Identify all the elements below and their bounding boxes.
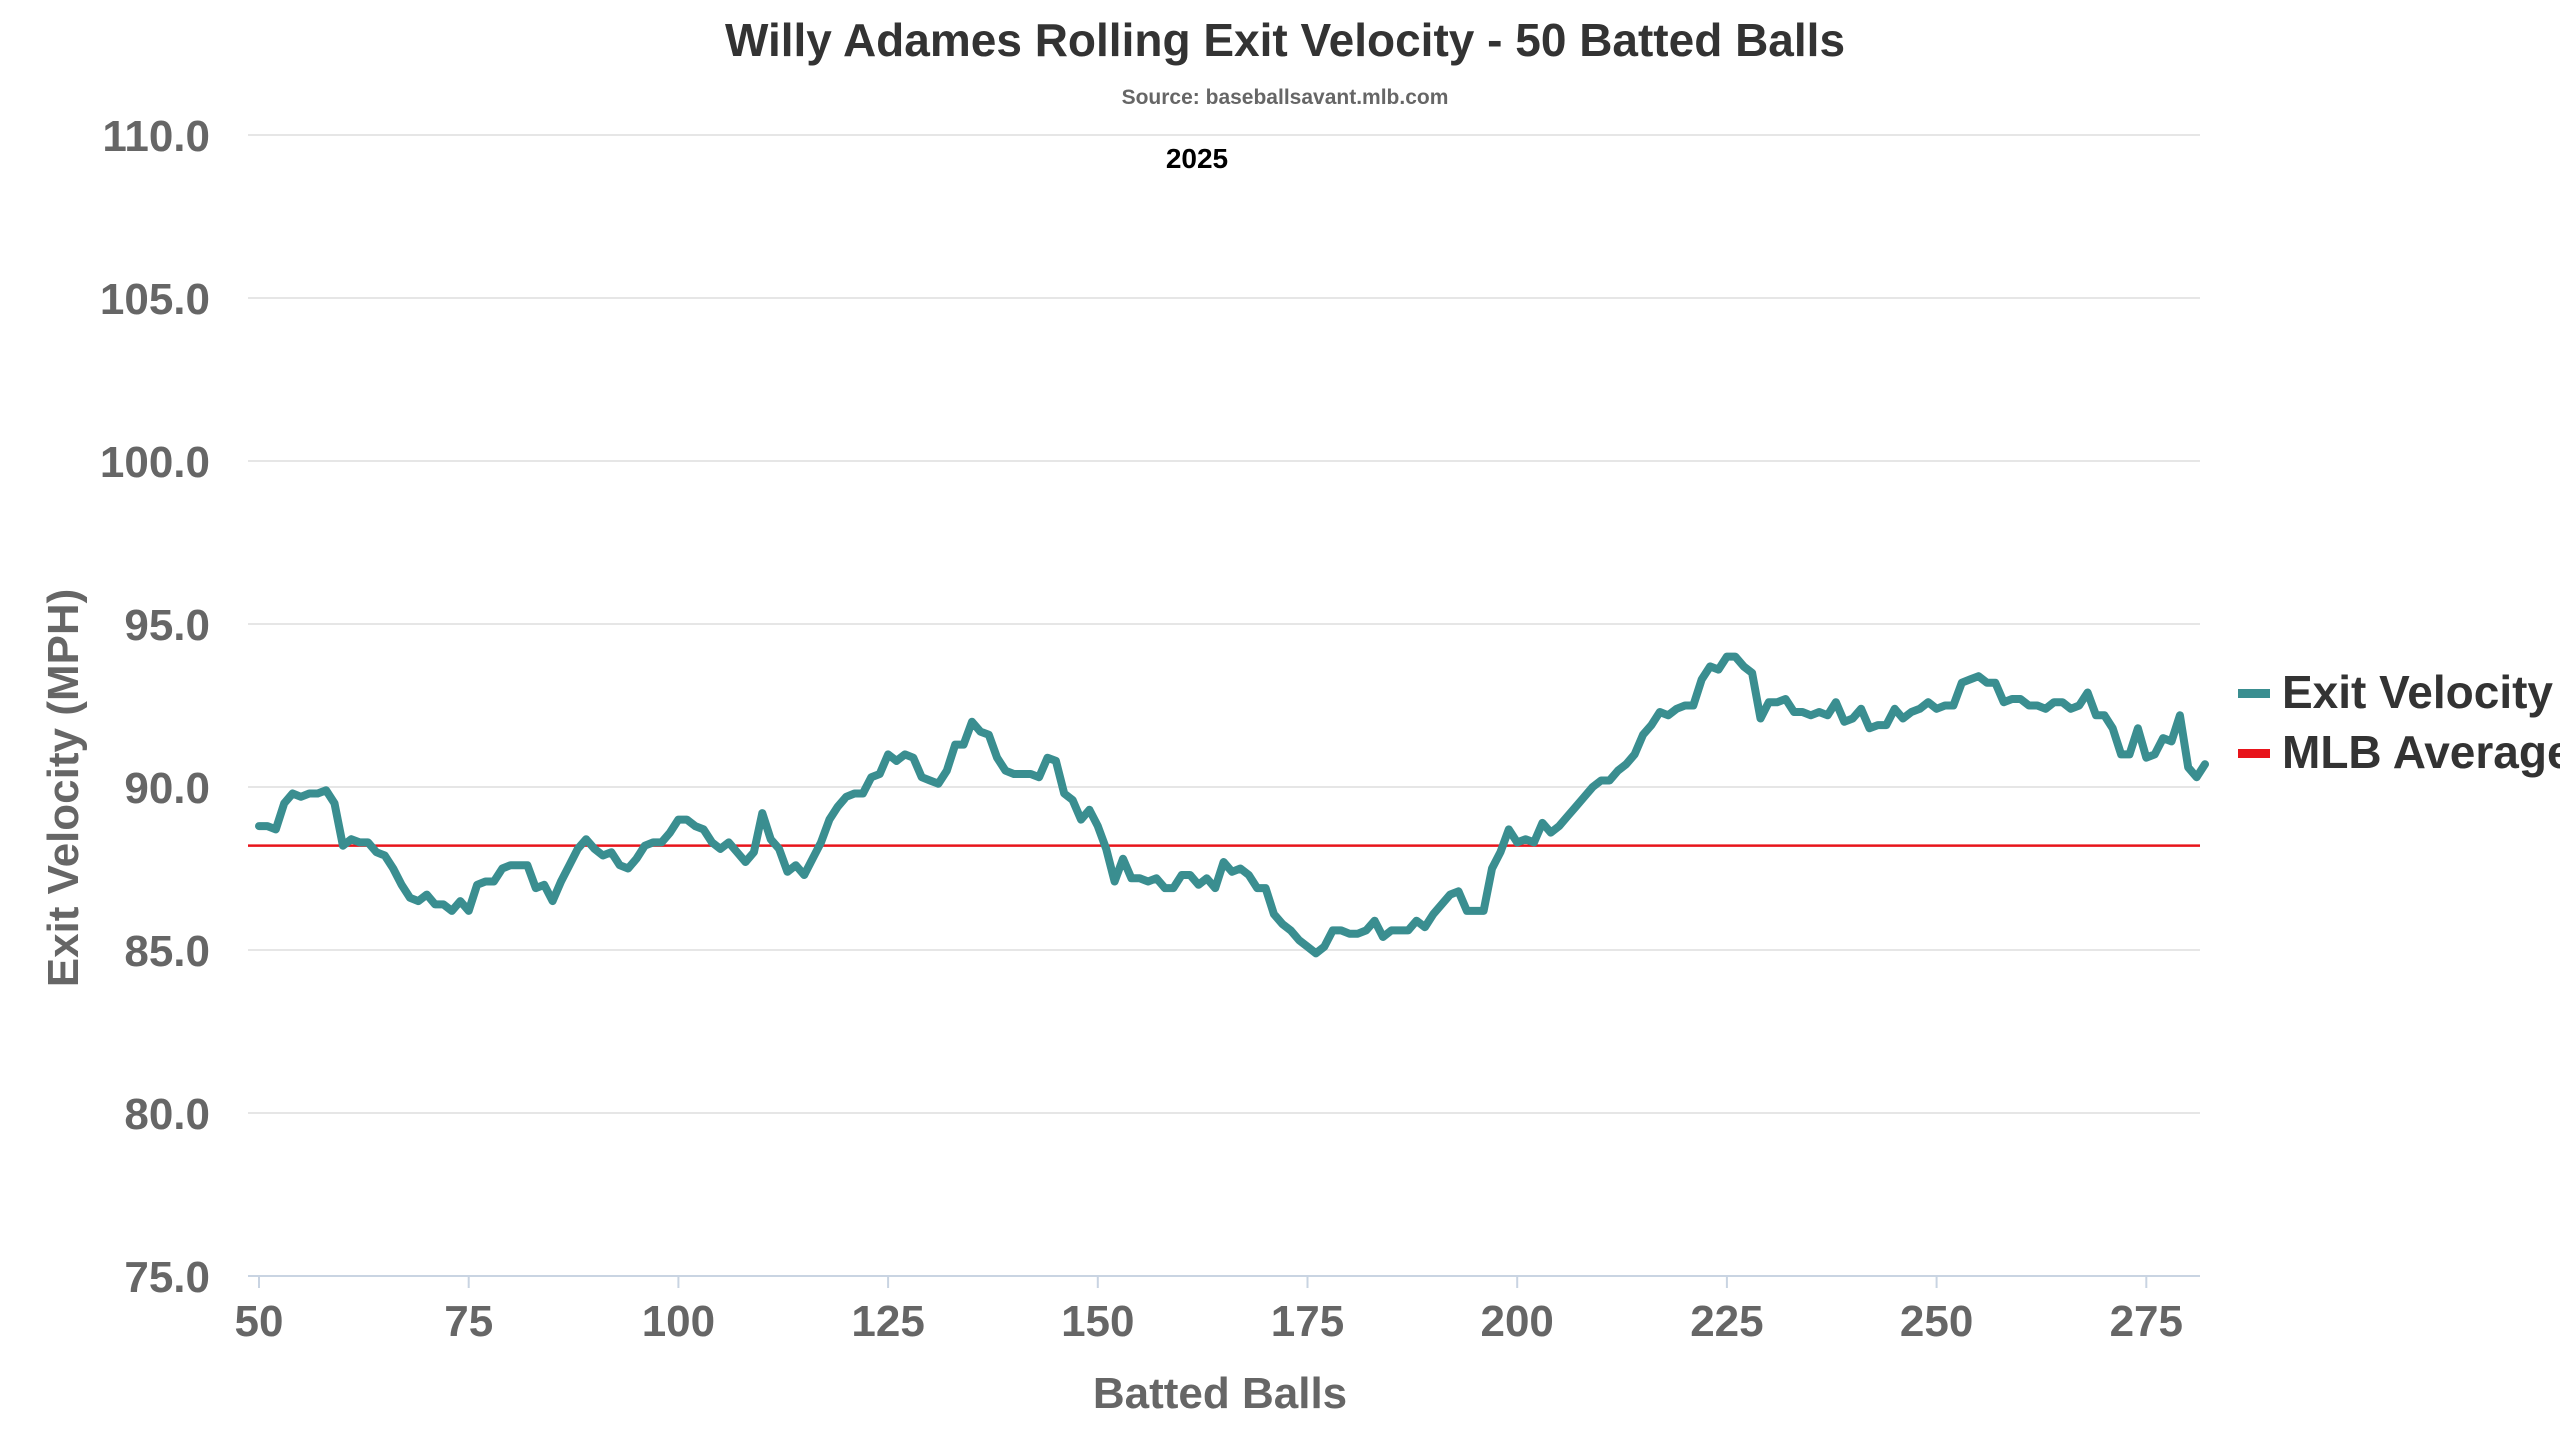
legend-swatch-mlb-average [2238,749,2270,758]
y-tick-label: 85.0 [124,927,210,976]
x-axis-ticks: 50 75 100 125 150 175 200 225 250 275 [235,1276,2183,1346]
y-axis-ticks: 75.0 80.0 85.0 90.0 95.0 100.0 105.0 110.0 [100,112,210,1302]
legend-swatch-exit-velocity [2238,689,2270,698]
chart-title: Willy Adames Rolling Exit Velocity - 50 … [725,14,1845,66]
legend-label-exit-velocity: Exit Velocity [2282,666,2553,718]
y-axis-label: Exit Velocity (MPH) [39,589,88,988]
y-tick-label: 75.0 [124,1253,210,1302]
x-tick-label: 75 [444,1297,493,1346]
legend-label-mlb-average: MLB Average [2282,726,2560,778]
x-tick-label: 250 [1900,1297,1973,1346]
x-tick-label: 50 [235,1297,284,1346]
x-tick-label: 175 [1271,1297,1344,1346]
exit-velocity-line [255,652,2209,958]
x-tick-label: 200 [1480,1297,1553,1346]
y-tick-label: 80.0 [124,1090,210,1139]
x-tick-label: 150 [1061,1297,1134,1346]
legend-item-exit-velocity[interactable]: Exit Velocity [2238,666,2553,718]
chart-subtitle: Source: baseballsavant.mlb.com [1122,86,1449,109]
x-tick-label: 225 [1690,1297,1763,1346]
y-tick-label: 105.0 [100,275,210,324]
y-tick-label: 110.0 [102,112,210,161]
x-tick-label: 125 [851,1297,924,1346]
year-annotation: 2025 [1166,143,1228,174]
y-tick-label: 90.0 [124,764,210,813]
x-axis-label: Batted Balls [1093,1369,1347,1418]
x-tick-label: 100 [642,1297,715,1346]
legend-item-mlb-average[interactable]: MLB Average [2238,726,2560,778]
x-tick-label: 275 [2110,1297,2183,1346]
grid-lines [248,134,2200,1114]
legend: Exit Velocity MLB Average [2238,666,2560,778]
y-tick-label: 100.0 [100,438,210,487]
y-tick-label: 95.0 [124,601,210,650]
